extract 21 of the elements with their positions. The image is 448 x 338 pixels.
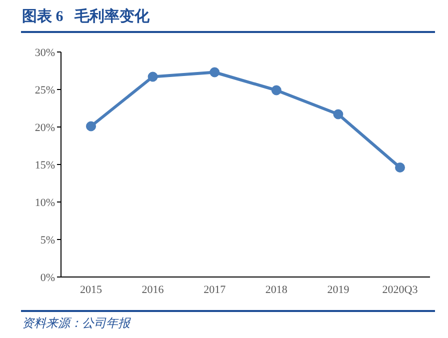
- point: [395, 162, 405, 172]
- x-tick-label: 2015: [80, 284, 102, 296]
- y-tick-label: 30%: [34, 46, 55, 59]
- y-tick-label: 10%: [34, 196, 55, 209]
- x-tick-label: 2016: [142, 284, 164, 296]
- y-tick-label: 20%: [34, 122, 55, 134]
- point: [271, 85, 282, 96]
- y-tick-label: 15%: [34, 159, 55, 172]
- point: [148, 72, 158, 82]
- text: 资料来源：公司年报: [22, 315, 130, 332]
- chart-title: 图表 6 毛利率变化: [22, 7, 150, 26]
- point: [210, 67, 220, 78]
- point: [86, 121, 96, 132]
- x-tick-label: 2017: [204, 284, 226, 296]
- y-tick-label: 5%: [40, 234, 55, 246]
- x-tick-label: 2020Q3: [382, 284, 418, 296]
- y-tick-label: 0%: [40, 272, 55, 284]
- point: [333, 109, 344, 120]
- x-tick-label: 2018: [265, 284, 288, 296]
- y-tick-label: 25%: [34, 84, 55, 96]
- x-tick-label: 2019: [327, 284, 350, 296]
